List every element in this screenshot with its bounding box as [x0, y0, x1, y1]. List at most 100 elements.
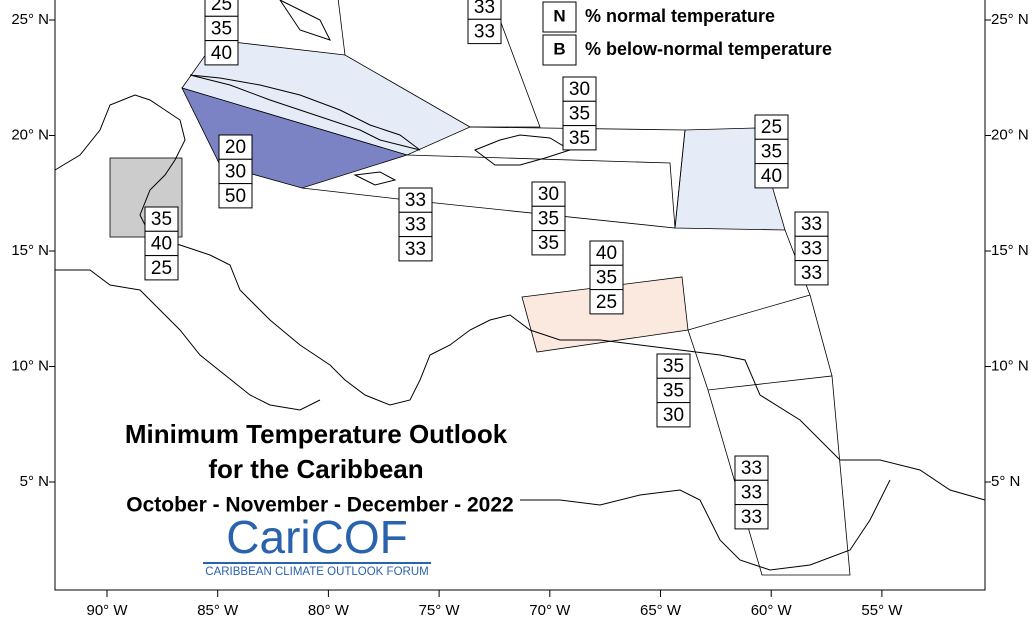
- probability-cell: [398, 187, 433, 213]
- probability-value: 33: [741, 507, 762, 528]
- probability-cell: [144, 255, 179, 281]
- probability-value: 33: [405, 190, 426, 211]
- probability-value: 35: [663, 380, 684, 401]
- coastline: [189, 74, 421, 151]
- probability-value: 35: [663, 356, 684, 377]
- probability-cell: [562, 100, 597, 127]
- probability-value: 40: [211, 43, 232, 64]
- probability-cell: [656, 402, 691, 428]
- probability-value: 35: [538, 233, 559, 254]
- longitude-label: 75° W: [419, 602, 461, 619]
- coastline: [55, 269, 321, 411]
- map-title: Minimum Temperature Outlook: [125, 419, 508, 449]
- probability-cell: [531, 205, 566, 232]
- longitude-label: 90° W: [86, 602, 128, 619]
- longitude-label: 60° W: [751, 602, 793, 619]
- probability-cell: [218, 158, 253, 185]
- probability-value: 33: [801, 214, 822, 235]
- probability-cell: [794, 235, 829, 262]
- latitude-label: 20° N: [11, 126, 49, 143]
- probability-value: 25: [151, 258, 172, 279]
- longitude-label: 70° W: [529, 602, 571, 619]
- coastline: [520, 479, 891, 571]
- probability-cell: [144, 230, 179, 257]
- probability-value: 25: [211, 0, 232, 15]
- probability-value: 33: [405, 214, 426, 235]
- region-border: [337, 0, 346, 56]
- latitude-label: 5° N: [20, 473, 49, 490]
- latitude-label: 10° N: [991, 357, 1029, 374]
- probability-cell: [754, 114, 789, 140]
- coastline: [279, 0, 331, 41]
- coastline: [353, 171, 397, 186]
- longitude-label: 85° W: [197, 602, 239, 619]
- probability-value: 33: [405, 239, 426, 260]
- legend-key: [542, 34, 577, 66]
- longitude-label: 80° W: [308, 602, 350, 619]
- probability-cell: [656, 377, 691, 404]
- probability-value: 25: [761, 117, 782, 138]
- probability-value: 20: [225, 137, 246, 158]
- probability-value: 40: [761, 166, 782, 187]
- probability-cell: [562, 125, 597, 151]
- probability-cell: [218, 183, 253, 209]
- probability-cell: [754, 163, 789, 189]
- probability-value: 33: [801, 263, 822, 284]
- probability-cell: [589, 240, 624, 266]
- probability-value: 40: [596, 243, 617, 264]
- latitude-label: 20° N: [991, 126, 1029, 143]
- latitude-label: 5° N: [991, 473, 1020, 490]
- probability-cell: [398, 236, 433, 262]
- map-frame: [54, 0, 986, 591]
- probability-cell: [218, 134, 253, 160]
- legend-letter: B: [553, 39, 565, 58]
- probability-value: 33: [741, 482, 762, 503]
- longitude-label: 55° W: [861, 602, 903, 619]
- latitude-label: 15° N: [11, 242, 49, 259]
- logo-name: CariCOF: [226, 511, 407, 563]
- regions: [109, 0, 851, 576]
- map-subtitle: October - November - December - 2022: [126, 494, 513, 517]
- region-border: [406, 154, 676, 229]
- legend-letter: N: [553, 6, 565, 25]
- legend-text: % below-normal temperature: [585, 39, 832, 59]
- probability-value: 30: [225, 161, 246, 182]
- probability-cell: [734, 479, 769, 506]
- region-border: [470, 19, 541, 128]
- latitude-label: 25° N: [991, 11, 1029, 28]
- probability-value: 30: [569, 79, 590, 100]
- logo-tagline: CARIBBEAN CLIMATE OUTLOOK FORUM: [205, 566, 428, 578]
- probability-value: 35: [761, 141, 782, 162]
- probability-value: 35: [569, 103, 590, 124]
- probability-cell: [734, 504, 769, 530]
- probability-value: 33: [474, 21, 495, 42]
- probability-cell: [398, 211, 433, 238]
- probability-value: 40: [151, 233, 172, 254]
- region-border: [687, 229, 851, 576]
- probability-value: 30: [538, 184, 559, 205]
- latitude-label: 10° N: [11, 357, 49, 374]
- probability-cell: [794, 260, 829, 286]
- probability-value: 35: [596, 267, 617, 288]
- legend-key: [542, 1, 577, 33]
- probability-cell: [531, 181, 566, 207]
- probability-value: 35: [569, 128, 590, 149]
- probability-value: 35: [538, 208, 559, 229]
- region-border: [809, 294, 833, 377]
- probability-value: 33: [801, 238, 822, 259]
- probability-value: 35: [211, 18, 232, 39]
- probability-cell: [144, 206, 179, 232]
- probability-value: 33: [474, 0, 495, 18]
- probability-value: 25: [596, 292, 617, 313]
- latitude-label: 25° N: [11, 11, 49, 28]
- probability-cell: [467, 18, 502, 45]
- probability-cell: [531, 230, 566, 256]
- longitude-label: 65° W: [640, 602, 682, 619]
- probability-cell: [589, 289, 624, 315]
- map-title: for the Caribbean: [208, 454, 423, 484]
- probability-value: 35: [151, 209, 172, 230]
- probability-cell: [734, 455, 769, 481]
- coastline: [54, 94, 986, 501]
- probability-cell: [754, 138, 789, 165]
